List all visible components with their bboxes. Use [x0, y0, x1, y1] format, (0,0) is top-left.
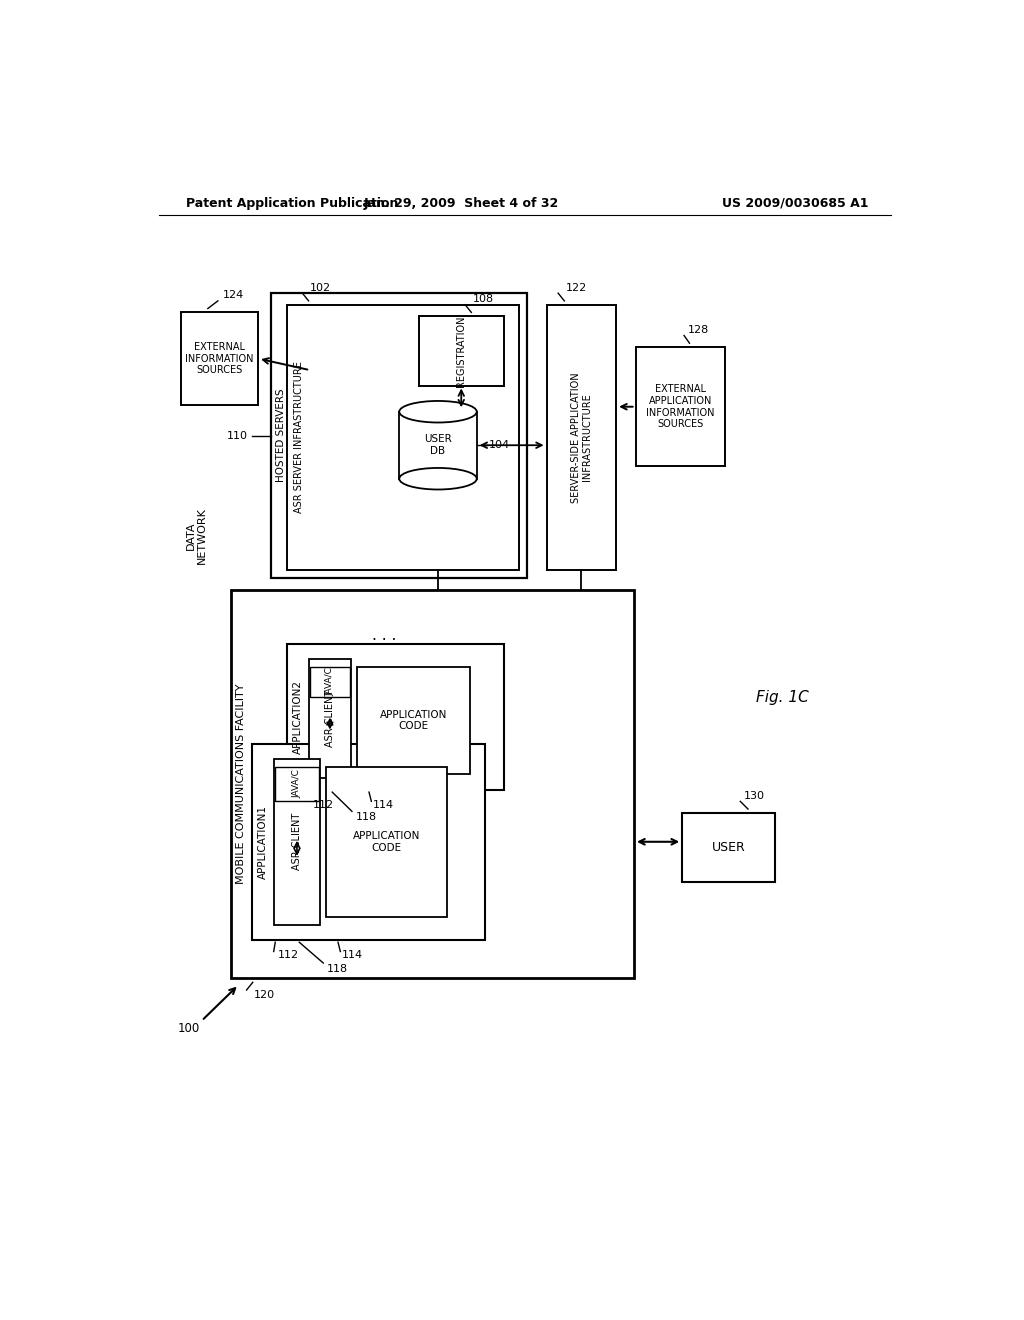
Text: APPLICATION2: APPLICATION2: [293, 680, 303, 754]
Bar: [636, 347, 725, 466]
Text: 100: 100: [177, 1022, 200, 1035]
Text: 128: 128: [688, 325, 710, 335]
Text: USER: USER: [712, 841, 745, 854]
Text: 124: 124: [223, 290, 245, 301]
Text: HOSTED SERVERS: HOSTED SERVERS: [276, 389, 287, 482]
Bar: [273, 759, 321, 924]
Text: 104: 104: [488, 441, 510, 450]
Text: 122: 122: [566, 282, 587, 293]
Bar: [231, 590, 634, 978]
Bar: [357, 667, 470, 775]
Text: USER
DB: USER DB: [424, 434, 452, 455]
Text: JAVA/C: JAVA/C: [326, 668, 335, 697]
Ellipse shape: [399, 469, 477, 490]
Text: REGISTRATION: REGISTRATION: [457, 315, 466, 387]
Text: 112: 112: [312, 800, 334, 810]
Text: Jan. 29, 2009  Sheet 4 of 32: Jan. 29, 2009 Sheet 4 of 32: [364, 197, 559, 210]
Text: SERVER-SIDE APPLICATION
INFRASTRUCTURE: SERVER-SIDE APPLICATION INFRASTRUCTURE: [570, 372, 592, 503]
Text: 108: 108: [473, 294, 494, 305]
Text: Fig. 1C: Fig. 1C: [756, 690, 809, 705]
Text: 118: 118: [356, 812, 377, 822]
Text: 130: 130: [744, 791, 765, 801]
Text: 120: 120: [254, 990, 275, 1001]
Text: EXTERNAL
APPLICATION
INFORMATION
SOURCES: EXTERNAL APPLICATION INFORMATION SOURCES: [646, 384, 715, 429]
Text: 102: 102: [310, 282, 331, 293]
Text: . . .: . . .: [372, 628, 396, 643]
Ellipse shape: [399, 401, 477, 422]
Text: MOBILE COMMUNICATIONS FACILITY: MOBILE COMMUNICATIONS FACILITY: [237, 684, 246, 884]
Bar: [327, 767, 446, 917]
Text: 114: 114: [373, 800, 394, 810]
Bar: [310, 667, 349, 697]
Text: 110: 110: [227, 430, 248, 441]
Text: APPLICATION1: APPLICATION1: [258, 805, 268, 879]
Text: EXTERNAL
INFORMATION
SOURCES: EXTERNAL INFORMATION SOURCES: [185, 342, 254, 375]
Text: ASR CLIENT: ASR CLIENT: [292, 813, 302, 870]
Bar: [275, 767, 318, 801]
Bar: [180, 313, 258, 405]
Bar: [287, 644, 504, 789]
Text: US 2009/0030685 A1: US 2009/0030685 A1: [722, 197, 868, 210]
Text: DATA
NETWORK: DATA NETWORK: [185, 507, 207, 564]
Text: JAVA/C: JAVA/C: [293, 770, 301, 799]
Bar: [419, 317, 504, 385]
Text: ASR SERVER INFRASTRUCTURE: ASR SERVER INFRASTRUCTURE: [294, 362, 304, 513]
Bar: [399, 412, 477, 479]
Text: APPLICATION
CODE: APPLICATION CODE: [353, 832, 420, 853]
Bar: [308, 659, 351, 779]
Bar: [682, 813, 775, 882]
Text: 118: 118: [327, 964, 347, 974]
Text: 114: 114: [342, 950, 364, 961]
Bar: [287, 305, 519, 570]
Bar: [271, 293, 527, 578]
Bar: [547, 305, 616, 570]
Text: ASR CLIENT: ASR CLIENT: [325, 690, 335, 747]
Text: 112: 112: [278, 950, 299, 961]
Text: Patent Application Publication: Patent Application Publication: [186, 197, 398, 210]
Bar: [252, 743, 484, 940]
Text: APPLICATION
CODE: APPLICATION CODE: [380, 710, 447, 731]
